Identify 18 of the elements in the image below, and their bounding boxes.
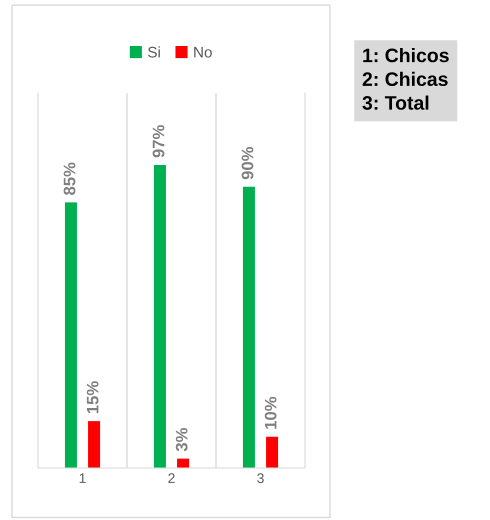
x-tick-label: 3 <box>257 473 264 484</box>
legend-label: Si <box>148 46 160 58</box>
bar <box>88 421 100 468</box>
x-tick-label: 2 <box>168 473 175 483</box>
bar <box>242 186 255 468</box>
legend-label: No <box>194 46 212 58</box>
bar <box>177 458 190 468</box>
data-label: 15% <box>86 381 99 414</box>
data-label: 97% <box>152 125 164 158</box>
data-label: 10% <box>264 396 277 429</box>
x-tick-label: 1 <box>80 473 86 483</box>
bar <box>266 436 278 468</box>
bar <box>64 202 77 468</box>
data-label: 90% <box>242 146 254 180</box>
data-label: 85% <box>64 162 76 195</box>
text: 1: Chicos 2: Chicas 3: Total <box>362 48 449 110</box>
data-label: 3% <box>176 428 188 452</box>
bar <box>154 164 166 468</box>
